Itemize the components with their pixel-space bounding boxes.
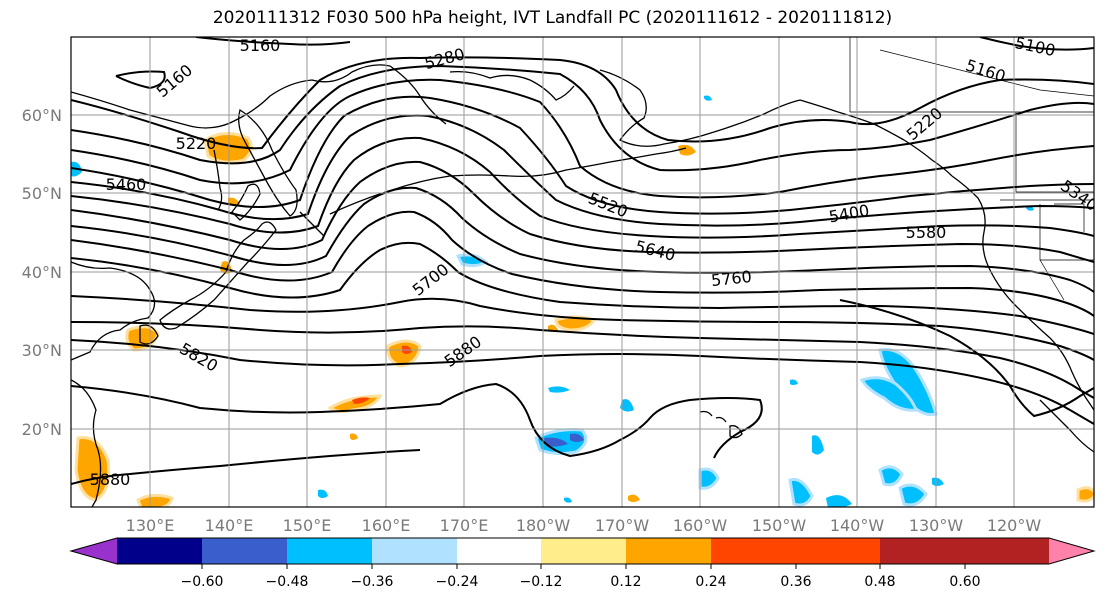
contour-label: 5880 (90, 470, 131, 489)
lon-label: 140°W (830, 516, 885, 535)
colorbar-segment (117, 538, 202, 564)
colorbar-tick-label: −0.60 (181, 574, 224, 590)
lon-label: 130°E (126, 516, 175, 535)
height-contours (71, 37, 1094, 485)
colorbar-tick-label: 0.48 (864, 574, 895, 590)
longitude-labels: 130°E 140°E 150°E 160°E 170°E 180°W 170°… (126, 516, 1042, 535)
colorbar-segment (880, 538, 965, 564)
contour-label: 5160 (240, 36, 281, 55)
colorbar-tick-label: 0.12 (610, 574, 641, 590)
colorbar-segment (457, 538, 541, 564)
colorbar-segment (287, 538, 372, 564)
colorbar-tick-label: −0.24 (436, 574, 479, 590)
colorbar-outline (69, 537, 1096, 565)
colorbar-segment (372, 538, 457, 564)
colorbar-segment (965, 538, 1049, 564)
map-frame (70, 36, 1095, 508)
colorbar-tick-label: −0.36 (351, 574, 394, 590)
lat-label: 50°N (22, 184, 62, 203)
colorbar-tick-label: 0.24 (695, 574, 726, 590)
political-borders (849, 37, 1094, 301)
lat-label: 60°N (22, 106, 62, 125)
latitude-labels: 60°N 50°N 40°N 30°N 20°N (22, 106, 62, 439)
colorbar-segment (711, 538, 796, 564)
lon-label: 120°W (987, 516, 1042, 535)
contour-label: 5460 (106, 175, 147, 194)
colorbar-segment (626, 538, 711, 564)
colorbar-extend-high (1049, 538, 1094, 564)
colorbar-extend-low (71, 538, 117, 564)
lon-label: 170°W (595, 516, 650, 535)
map-title: 2020111312 F030 500 hPa height, IVT Land… (212, 8, 893, 28)
ivt-positive-shading (74, 132, 1094, 507)
colorbar-segment (541, 538, 626, 564)
lon-label: 180°W (516, 516, 571, 535)
colorbar-tick-label: 0.36 (780, 574, 811, 590)
lat-label: 30°N (22, 341, 62, 360)
colorbar-tick-label: −0.12 (520, 574, 563, 590)
contour-label: 5760 (710, 267, 752, 290)
lon-label: 170°E (440, 516, 489, 535)
graticule (71, 37, 1094, 507)
colorbar-ticks (201, 564, 966, 569)
colorbar-segment (796, 538, 880, 564)
colorbar-segment (202, 538, 287, 564)
colorbar-tick-labels: −0.60 −0.48 −0.36 −0.24 −0.12 0.12 0.24 … (181, 574, 981, 590)
lon-label: 150°E (283, 516, 332, 535)
contour-label: 5220 (176, 134, 217, 153)
contour-label: 5580 (906, 223, 947, 242)
lat-label: 40°N (22, 263, 62, 282)
lon-label: 150°W (752, 516, 807, 535)
lon-label: 160°E (362, 516, 411, 535)
colorbar-tick-label: −0.48 (266, 574, 309, 590)
lon-label: 160°W (673, 516, 728, 535)
lon-label: 140°E (205, 516, 254, 535)
colorbar: −0.60 −0.48 −0.36 −0.24 −0.12 0.12 0.24 … (69, 537, 1096, 590)
colorbar-tick-label: 0.60 (949, 574, 980, 590)
lon-label: 130°W (909, 516, 964, 535)
lat-label: 20°N (22, 420, 62, 439)
